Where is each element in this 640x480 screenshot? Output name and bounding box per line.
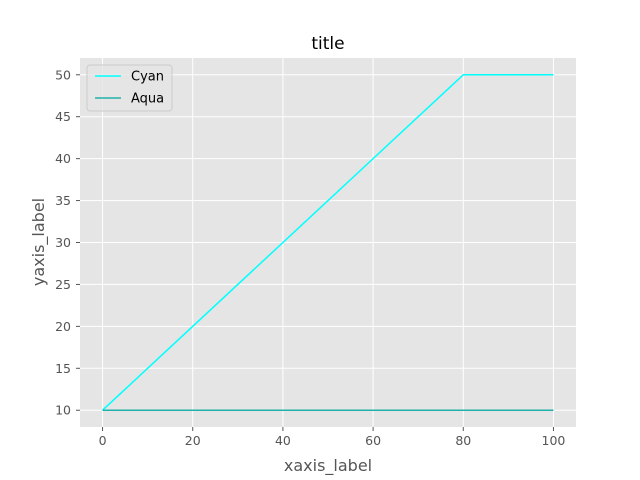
y-tick-label: 40: [55, 151, 71, 166]
y-tick-label: 15: [55, 361, 71, 376]
y-tick-label: 20: [55, 319, 71, 334]
legend: Cyan Aqua: [86, 64, 173, 112]
x-tick-label: 40: [275, 433, 291, 448]
x-tick-label: 100: [542, 433, 566, 448]
legend-label-aqua: Aqua: [131, 92, 164, 107]
x-tick-label: 0: [99, 433, 107, 448]
legend-label-cyan: Cyan: [131, 70, 164, 85]
x-tick-label: 80: [455, 433, 471, 448]
y-tick-label: 35: [55, 193, 71, 208]
y-tick-label: 45: [55, 109, 71, 124]
x-tick-label: 60: [365, 433, 381, 448]
y-tick-label: 50: [55, 67, 71, 82]
axis-ticks: 0 20 40 60 80 100 10 15 20 25 30 35 40 45 50: [55, 67, 565, 448]
y-tick-label: 10: [55, 403, 71, 418]
y-tick-label: 30: [55, 235, 71, 250]
x-axis-label: xaxis_label: [284, 456, 372, 476]
y-axis-label: yaxis_label: [29, 198, 49, 286]
series-line-cyan: [102, 74, 554, 411]
x-tick-label: 20: [185, 433, 201, 448]
series-lines: [102, 74, 554, 411]
y-tick-label: 25: [55, 277, 71, 292]
chart-title: title: [311, 34, 344, 54]
